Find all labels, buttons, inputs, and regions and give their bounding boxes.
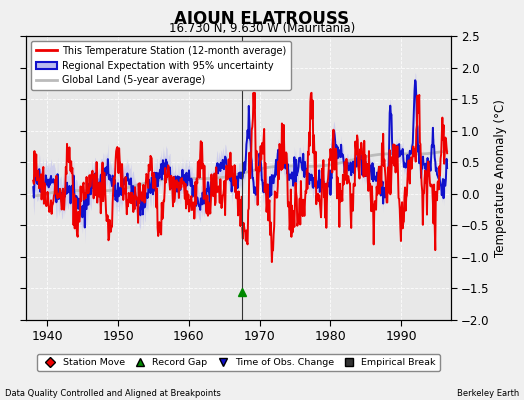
Text: Berkeley Earth: Berkeley Earth — [456, 389, 519, 398]
Y-axis label: Temperature Anomaly (°C): Temperature Anomaly (°C) — [494, 99, 507, 257]
Text: Data Quality Controlled and Aligned at Breakpoints: Data Quality Controlled and Aligned at B… — [5, 389, 221, 398]
Text: 16.730 N, 9.630 W (Mauritania): 16.730 N, 9.630 W (Mauritania) — [169, 22, 355, 35]
Legend: Station Move, Record Gap, Time of Obs. Change, Empirical Break: Station Move, Record Gap, Time of Obs. C… — [37, 354, 440, 371]
Text: AIOUN ELATROUSS: AIOUN ELATROUSS — [174, 10, 350, 28]
